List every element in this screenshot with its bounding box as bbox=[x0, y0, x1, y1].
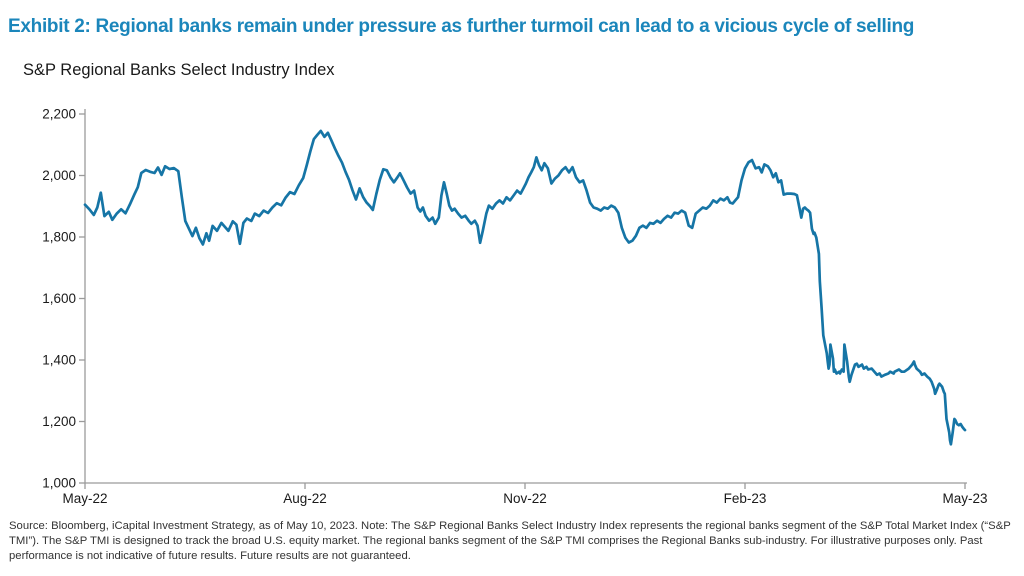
y-tick-label: 1,000 bbox=[42, 476, 76, 491]
y-tick-label: 2,200 bbox=[42, 107, 76, 122]
line-chart: 2,200 2,000 1,800 1,600 1,400 1,200 1,000 May-2… bbox=[0, 95, 1024, 515]
x-tick-label: Feb-23 bbox=[724, 491, 767, 506]
x-tick-label: Nov-22 bbox=[503, 491, 547, 506]
y-tick-label: 2,000 bbox=[42, 168, 76, 183]
y-tick-label: 1,400 bbox=[42, 353, 76, 368]
index-price-line bbox=[83, 129, 967, 446]
source-note: Source: Bloomberg, iCapital Investment S… bbox=[9, 520, 1011, 563]
x-tick-label: Aug-22 bbox=[283, 491, 327, 506]
exhibit-title: Exhibit 2: Regional banks remain under p… bbox=[8, 16, 915, 37]
y-tick-label: 1,800 bbox=[42, 230, 76, 245]
x-tick-label: May-22 bbox=[62, 491, 107, 506]
x-tick-label: May-23 bbox=[942, 491, 987, 506]
y-tick-label: 1,200 bbox=[42, 414, 76, 429]
chart-subtitle: S&P Regional Banks Select Industry Index bbox=[23, 61, 335, 79]
index-line-chart-svg: 2,2002,0001,8001,6001,4001,2001,000May-2… bbox=[42, 107, 987, 506]
y-tick-label: 1,600 bbox=[42, 291, 76, 306]
